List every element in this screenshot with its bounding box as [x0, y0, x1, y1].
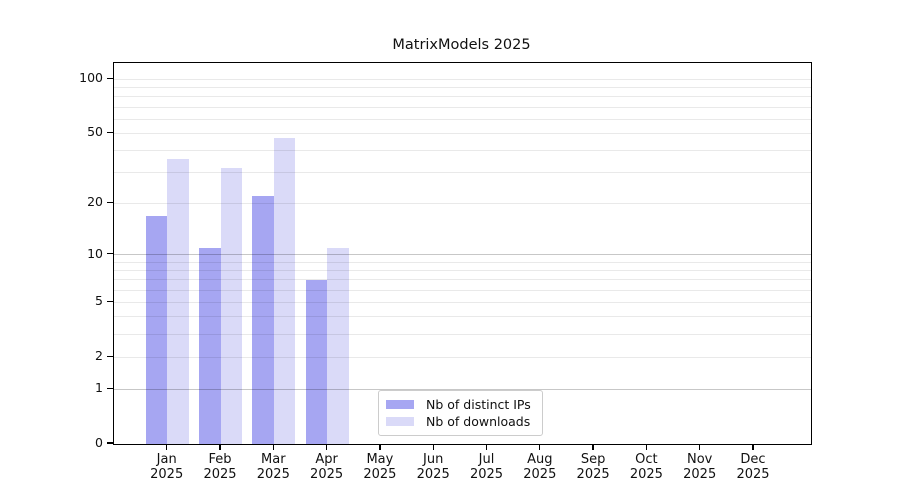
month-label: Nov [687, 452, 713, 467]
x-axis-tick-jun [432, 444, 434, 451]
y-axis-tick-0 [107, 442, 113, 444]
x-axis-tick-may [379, 444, 381, 451]
bar-nb-of-downloads-jan [167, 158, 189, 444]
month-label: Jan [156, 452, 177, 467]
x-tick-label-jan: Jan 2025 [137, 452, 197, 482]
bar-nb-of-distinct-ips-mar [252, 196, 274, 444]
y-axis-tick-100 [107, 77, 113, 79]
y-tick-label-20: 20 [87, 194, 103, 210]
x-axis-tick-feb [219, 444, 221, 451]
y-tick-label-50: 50 [87, 124, 103, 140]
y-axis-tick-50 [107, 131, 113, 133]
month-label: Apr [315, 452, 338, 467]
month-label: Mar [261, 452, 286, 467]
plot-area [113, 62, 812, 445]
year-label: 2025 [629, 467, 663, 482]
y-tick-label-2: 2 [95, 348, 103, 364]
x-tick-label-nov: Nov 2025 [670, 452, 730, 482]
x-tick-label-oct: Oct 2025 [616, 452, 676, 482]
x-axis-tick-sep [592, 444, 594, 451]
x-axis-tick-apr [325, 444, 328, 451]
bar-nb-of-distinct-ips-jan [145, 215, 168, 444]
year-label: 2025 [523, 467, 557, 482]
year-label: 2025 [736, 467, 770, 482]
bar-nb-of-distinct-ips-apr [305, 279, 328, 444]
x-tick-label-jun: Jun 2025 [403, 452, 463, 482]
month-label: Oct [635, 452, 658, 467]
year-label: 2025 [469, 467, 504, 482]
x-axis-tick-jan [166, 444, 168, 451]
bar-nb-of-downloads-mar [273, 138, 296, 444]
y-tick-label-100: 100 [79, 70, 103, 86]
month-label: Sep [580, 452, 606, 467]
month-label: Feb [208, 452, 232, 467]
month-label: Aug [527, 452, 553, 467]
x-axis-tick-aug [539, 444, 541, 451]
x-axis-tick-nov [699, 444, 701, 451]
bars-layer [114, 63, 811, 444]
year-label: 2025 [363, 467, 397, 482]
legend-label-downloads: Nb of downloads [426, 414, 531, 429]
legend-item-downloads: Nb of downloads [386, 414, 542, 429]
y-tick-label-10: 10 [87, 245, 103, 261]
y-axis-tick-1 [107, 387, 113, 389]
bar-nb-of-downloads-feb [220, 167, 243, 444]
x-tick-label-jul: Jul 2025 [457, 452, 517, 482]
legend: Nb of distinct IPs Nb of downloads [378, 390, 543, 436]
chart-title: MatrixModels 2025 [392, 37, 531, 53]
bar-nb-of-distinct-ips-feb [199, 247, 221, 444]
year-label: 2025 [256, 467, 290, 482]
year-label: 2025 [310, 467, 344, 482]
x-tick-label-sep: Sep 2025 [563, 452, 623, 482]
y-tick-label-1: 1 [95, 380, 103, 396]
y-tick-label-0: 0 [95, 435, 103, 450]
x-axis-tick-mar [272, 444, 274, 451]
x-axis-tick-dec [752, 444, 754, 451]
year-label: 2025 [203, 467, 237, 482]
y-axis-tick-20 [107, 201, 113, 204]
x-axis-tick-jul [485, 444, 488, 451]
x-tick-label-feb: Feb 2025 [190, 452, 250, 482]
y-axis-tick-5 [107, 300, 113, 303]
month-label: Jul [478, 452, 495, 467]
legend-swatch-downloads [386, 416, 414, 427]
month-label: Jun [423, 452, 444, 467]
x-tick-label-dec: Dec 2025 [723, 452, 783, 482]
y-axis-tick-2 [107, 355, 113, 357]
y-tick-label-5: 5 [95, 293, 103, 309]
year-label: 2025 [150, 467, 184, 482]
x-tick-label-apr: Apr 2025 [297, 452, 357, 482]
x-tick-label-may: May 2025 [350, 452, 410, 482]
x-tick-label-mar: Mar 2025 [243, 452, 303, 482]
year-label: 2025 [416, 467, 450, 482]
x-axis-tick-oct [645, 444, 648, 451]
y-axis-tick-10 [107, 252, 113, 255]
legend-label-distinct-ips: Nb of distinct IPs [426, 397, 531, 412]
x-tick-label-aug: Aug 2025 [510, 452, 570, 482]
month-label: May [366, 452, 394, 467]
year-label: 2025 [683, 467, 717, 482]
bar-nb-of-downloads-apr [327, 247, 349, 444]
month-label: Dec [740, 452, 766, 467]
legend-swatch-distinct-ips [386, 399, 414, 410]
year-label: 2025 [576, 467, 610, 482]
legend-item-distinct-ips: Nb of distinct IPs [386, 397, 542, 412]
